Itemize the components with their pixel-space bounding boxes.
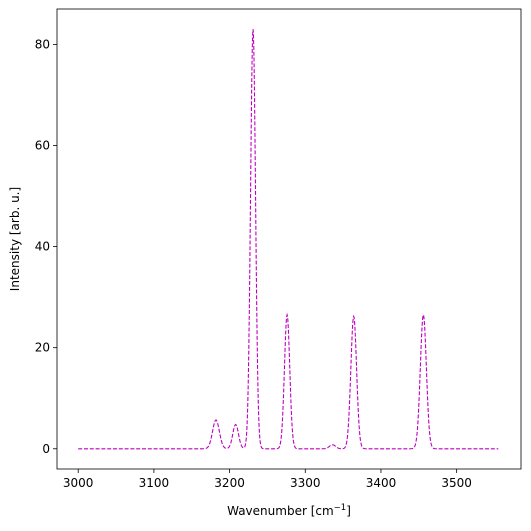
- series-line: [78, 29, 499, 450]
- plot-frame: [56, 8, 522, 470]
- y-tick-label: 0: [42, 442, 50, 456]
- x-tick-label: 3300: [290, 476, 321, 490]
- y-axis-label: Intensity [arb. u.]: [8, 187, 22, 291]
- y-axis-ticks: 0 20 40 60 80: [35, 37, 57, 456]
- x-tick-label: 3500: [441, 476, 472, 490]
- y-tick-label: 40: [35, 240, 50, 254]
- y-tick-label: 80: [35, 37, 50, 51]
- y-tick-label: 60: [35, 138, 50, 152]
- x-tick-label: 3400: [366, 476, 397, 490]
- y-tick-label: 20: [35, 341, 50, 355]
- x-tick-label: 3000: [63, 476, 94, 490]
- x-axis-ticks: 3000 3100 3200 3300 3400 3500: [63, 469, 472, 490]
- x-tick-label: 3100: [139, 476, 170, 490]
- x-tick-label: 3200: [214, 476, 245, 490]
- x-axis-label: Wavenumber [cm−1]: [227, 503, 351, 518]
